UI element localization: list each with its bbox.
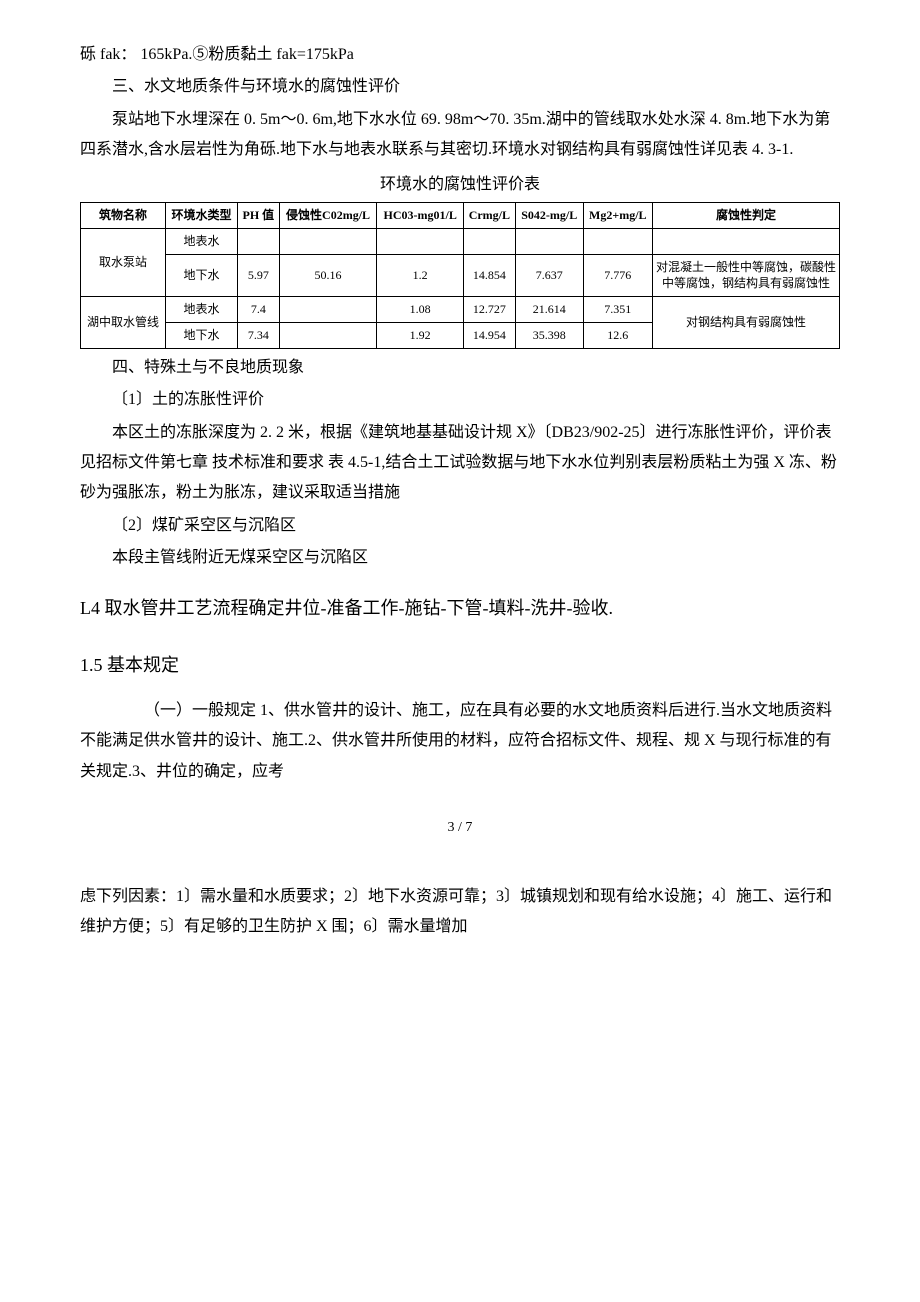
cell-structure-1: 取水泵站 (81, 228, 166, 296)
cell: 地下水 (165, 322, 237, 348)
th-mg: Mg2+mg/L (583, 202, 652, 228)
cell: 21.614 (515, 297, 583, 323)
table-row: 湖中取水管线 地表水 7.4 1.08 12.727 21.614 7.351 … (81, 297, 840, 323)
page-number: 3 / 7 (80, 815, 840, 842)
cell (515, 228, 583, 254)
cell: 12.6 (583, 322, 652, 348)
heading-1-5: 1.5 基本规定 (80, 648, 840, 682)
cell-judge-2: 对钢结构具有弱腐蚀性 (653, 297, 840, 349)
cell (653, 228, 840, 254)
paragraph-coal-heading: 〔2〕煤矿采空区与沉陷区 (80, 511, 840, 541)
cell: 1.2 (377, 254, 463, 297)
cell: 50.16 (279, 254, 377, 297)
cell (279, 322, 377, 348)
heading-section-3: 三、水文地质条件与环境水的腐蚀性评价 (80, 72, 840, 102)
cell: 12.727 (463, 297, 515, 323)
cell (583, 228, 652, 254)
cell (238, 228, 280, 254)
cell: 地表水 (165, 297, 237, 323)
cell-structure-2: 湖中取水管线 (81, 297, 166, 349)
cell: 14.854 (463, 254, 515, 297)
cell: 1.08 (377, 297, 463, 323)
corrosion-table: 筑物名称 环境水类型 PH 值 侵蚀性C02mg/L HC03-mg01/L C… (80, 202, 840, 349)
th-judge: 腐蚀性判定 (653, 202, 840, 228)
cell: 7.34 (238, 322, 280, 348)
cell (377, 228, 463, 254)
cell: 1.92 (377, 322, 463, 348)
cell (463, 228, 515, 254)
heading-section-4: 四、特殊土与不良地质现象 (80, 353, 840, 383)
paragraph-frost-heading: 〔1〕土的冻胀性评价 (80, 385, 840, 415)
table-title: 环境水的腐蚀性评价表 (80, 170, 840, 200)
cell (279, 228, 377, 254)
heading-l4: L4 取水管井工艺流程确定井位-准备工作-施钻-下管-填料-洗井-验收. (80, 591, 840, 625)
cell: 7.776 (583, 254, 652, 297)
paragraph-general-rules: （一）一般规定 1、供水管井的设计、施工，应在具有必要的水文地质资料后进行.当水… (80, 696, 840, 787)
th-cr: Crmg/L (463, 202, 515, 228)
th-ph: PH 值 (238, 202, 280, 228)
cell (279, 297, 377, 323)
th-so4: S042-mg/L (515, 202, 583, 228)
th-hco3: HC03-mg01/L (377, 202, 463, 228)
cell: 5.97 (238, 254, 280, 297)
th-structure: 筑物名称 (81, 202, 166, 228)
cell: 地下水 (165, 254, 237, 297)
cell: 35.398 (515, 322, 583, 348)
paragraph-frost-body: 本区土的冻胀深度为 2. 2 米，根据《建筑地基基础设计规 X》〔DB23/90… (80, 418, 840, 509)
paragraph-coal-body: 本段主管线附近无煤采空区与沉陷区 (80, 543, 840, 573)
table-row: 地下水 5.97 50.16 1.2 14.854 7.637 7.776 对混… (81, 254, 840, 297)
cell: 7.637 (515, 254, 583, 297)
cell-judge-1: 对混凝土一般性中等腐蚀，碳酸性中等腐蚀，钢结构具有弱腐蚀性 (653, 254, 840, 297)
paragraph-fak: 砾 fak： 165kPa.⑤粉质黏土 fak=175kPa (80, 40, 840, 70)
th-water-type: 环境水类型 (165, 202, 237, 228)
table-row: 取水泵站 地表水 (81, 228, 840, 254)
cell: 地表水 (165, 228, 237, 254)
th-co2: 侵蚀性C02mg/L (279, 202, 377, 228)
cell: 14.954 (463, 322, 515, 348)
paragraph-continued: 虑下列因素：1〕需水量和水质要求；2〕地下水资源可靠；3〕城镇规划和现有给水设施… (80, 882, 840, 943)
paragraph-hydro: 泵站地下水埋深在 0. 5m～0. 6m,地下水水位 69. 98m～70. 3… (80, 105, 840, 166)
cell: 7.4 (238, 297, 280, 323)
table-header-row: 筑物名称 环境水类型 PH 值 侵蚀性C02mg/L HC03-mg01/L C… (81, 202, 840, 228)
cell: 7.351 (583, 297, 652, 323)
